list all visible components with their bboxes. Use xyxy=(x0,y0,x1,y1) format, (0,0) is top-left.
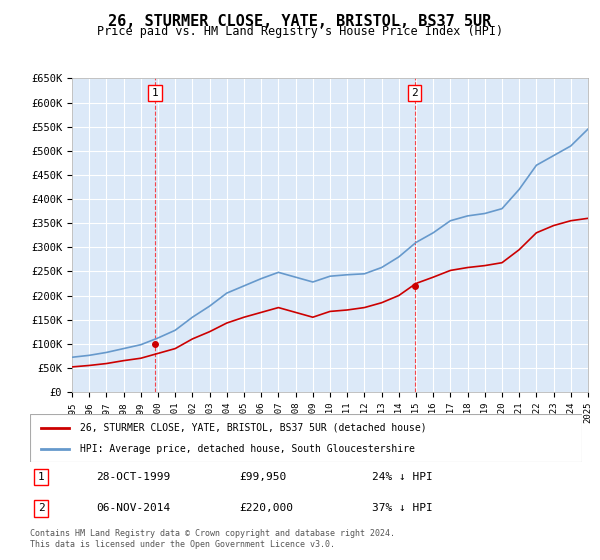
Text: 26, STURMER CLOSE, YATE, BRISTOL, BS37 5UR: 26, STURMER CLOSE, YATE, BRISTOL, BS37 5… xyxy=(109,14,491,29)
FancyBboxPatch shape xyxy=(30,414,582,462)
Text: Contains HM Land Registry data © Crown copyright and database right 2024.
This d: Contains HM Land Registry data © Crown c… xyxy=(30,529,395,549)
Text: 1: 1 xyxy=(38,472,44,482)
Text: 2: 2 xyxy=(38,503,44,514)
Text: 2: 2 xyxy=(411,88,418,98)
Text: 06-NOV-2014: 06-NOV-2014 xyxy=(96,503,170,514)
Text: £220,000: £220,000 xyxy=(240,503,294,514)
Text: 1: 1 xyxy=(152,88,158,98)
Text: 24% ↓ HPI: 24% ↓ HPI xyxy=(372,472,433,482)
Text: £99,950: £99,950 xyxy=(240,472,287,482)
Text: 26, STURMER CLOSE, YATE, BRISTOL, BS37 5UR (detached house): 26, STURMER CLOSE, YATE, BRISTOL, BS37 5… xyxy=(80,423,427,433)
Text: HPI: Average price, detached house, South Gloucestershire: HPI: Average price, detached house, Sout… xyxy=(80,444,415,454)
Text: 37% ↓ HPI: 37% ↓ HPI xyxy=(372,503,433,514)
Text: 28-OCT-1999: 28-OCT-1999 xyxy=(96,472,170,482)
Text: Price paid vs. HM Land Registry's House Price Index (HPI): Price paid vs. HM Land Registry's House … xyxy=(97,25,503,38)
